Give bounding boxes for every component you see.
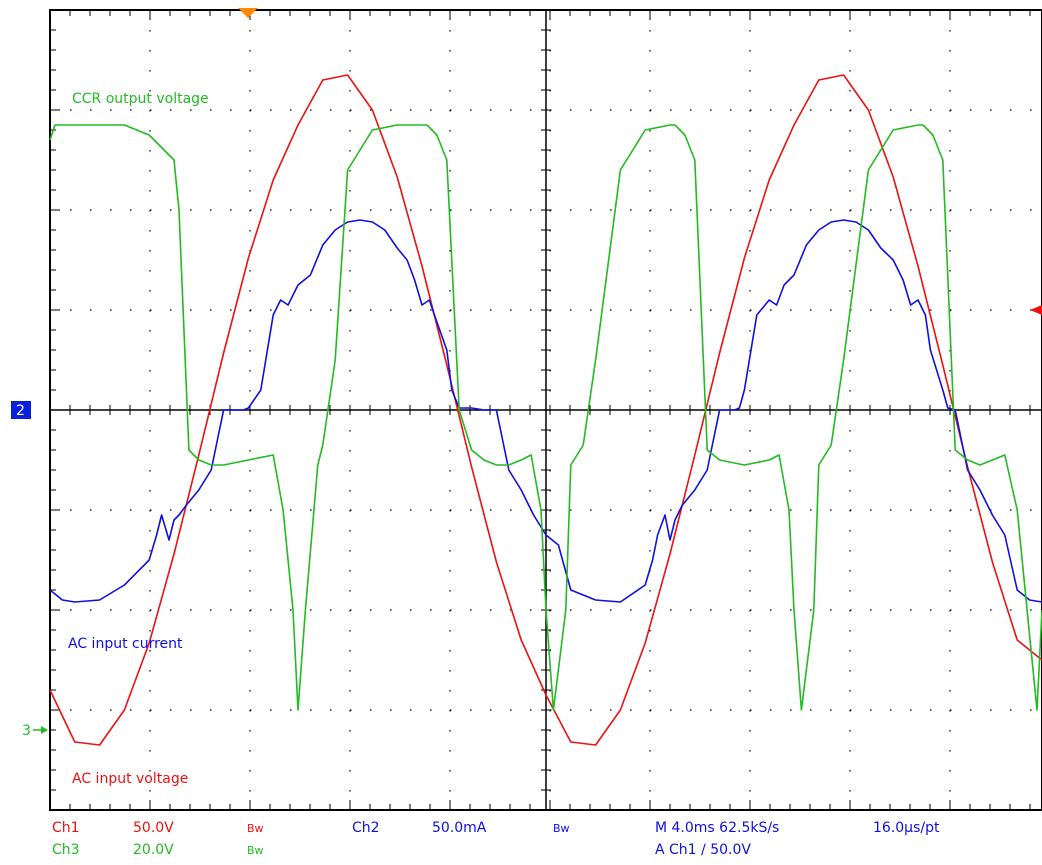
trace-ch2 (49, 219, 1042, 603)
channel-2-ground-marker (11, 401, 31, 419)
readout-item: A Ch1 ∕ 50.0V (655, 842, 751, 858)
annotation-label: AC input current (68, 636, 183, 652)
readout-item: Ch1 (52, 820, 80, 836)
readout-item: 16.0µs/pt (873, 820, 940, 836)
trace-ch1 (49, 74, 1042, 746)
readout-item: Bw (247, 822, 264, 835)
channel-3-arrow-head (41, 726, 48, 734)
readout-item: Bw (553, 822, 570, 835)
readout-item: 50.0V (133, 820, 174, 836)
trigger-position-marker (238, 8, 258, 18)
channel-2-marker-text: 2 (16, 403, 25, 419)
trace-annotations: CCR output voltage AC input current AC inp… (68, 91, 209, 787)
readout-item: 50.0mA (432, 820, 487, 836)
readout-item: Ch2 (352, 820, 380, 836)
annotation-label: AC input voltage (72, 771, 188, 787)
traces (49, 74, 1042, 746)
trace-ch3 (49, 124, 1042, 711)
markers: 23 (11, 8, 1042, 739)
channel-2-arrow-head (42, 406, 49, 414)
trigger-level-marker (1030, 305, 1042, 315)
readout-item: 20.0V (133, 842, 174, 858)
readout-item: Ch3 (52, 842, 80, 858)
graticule (49, 9, 1042, 811)
readout-item: Bw (247, 844, 264, 857)
readout-item: M 4.0ms 62.5kS/s (655, 820, 780, 836)
annotation-label: CCR output voltage (72, 91, 209, 107)
channel-3-marker-text: 3 (22, 723, 31, 739)
